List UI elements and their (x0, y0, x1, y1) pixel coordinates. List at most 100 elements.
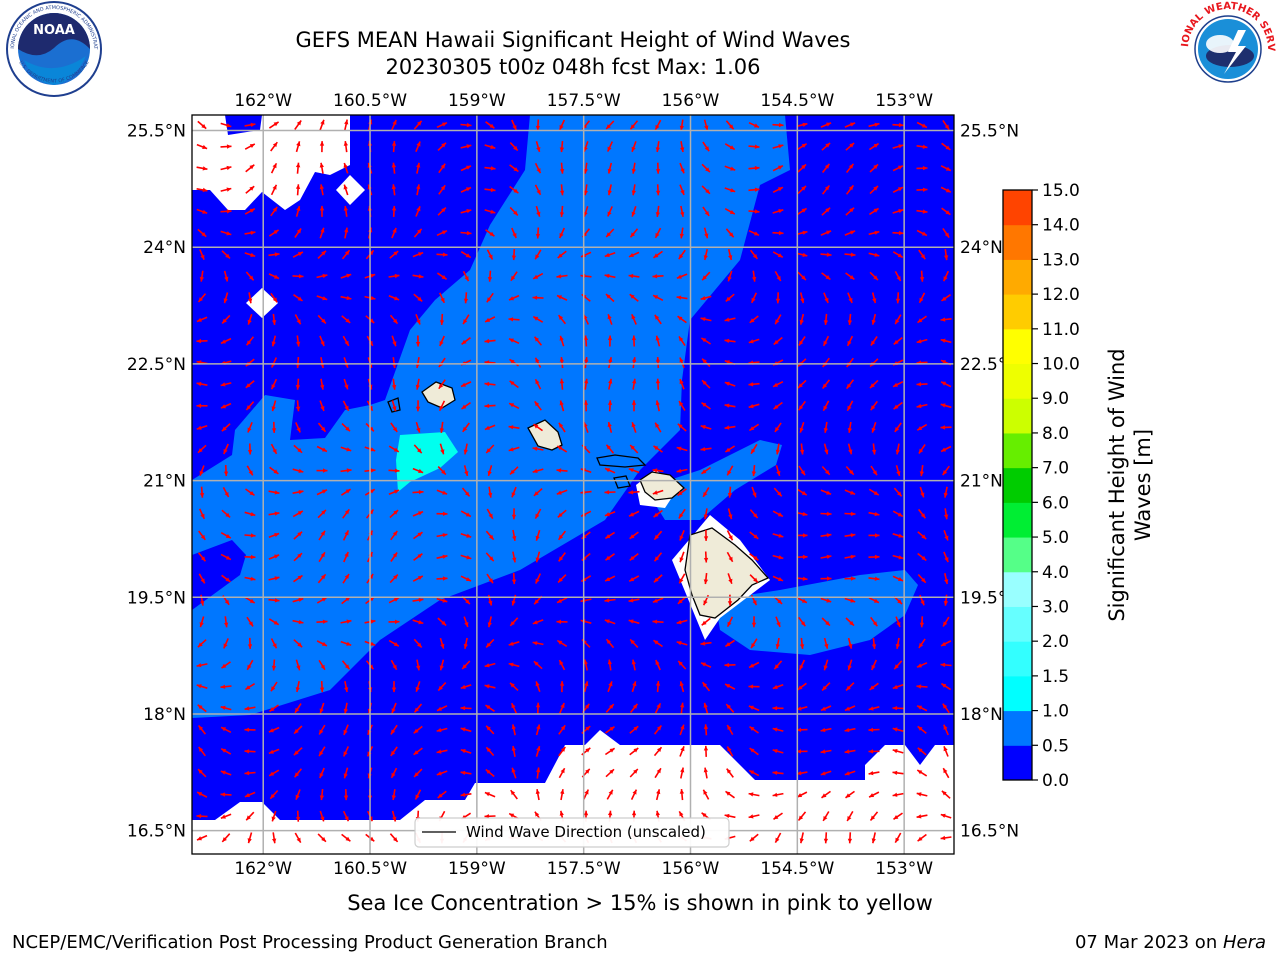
wave-arrow-head (560, 703, 565, 709)
wave-arrow-head (486, 747, 491, 753)
wave-arrow-head (559, 335, 564, 341)
wave-arrow-head (368, 574, 374, 579)
wave-arrow-head (629, 534, 635, 539)
wave-arrow-head (247, 644, 253, 649)
lon-label-bottom: 154.5°W (760, 859, 834, 879)
wave-arrow-head (606, 444, 611, 450)
wave-arrow-head (391, 708, 396, 714)
wave-arrow-head (605, 577, 611, 581)
wave-arrow-head (895, 449, 900, 455)
wave-arrow-head (874, 252, 880, 257)
wave-arrow-head (607, 146, 612, 152)
wave-arrow-head (822, 383, 828, 389)
wave-arrow-head (370, 273, 376, 278)
wave-arrow-head (604, 273, 610, 279)
lon-label-bottom: 160.5°W (333, 859, 407, 879)
wave-arrow-head (897, 512, 903, 517)
wave-arrow-head (845, 793, 851, 798)
wave-arrow-head (845, 706, 850, 711)
wave-arrow-head (850, 511, 856, 516)
map-title-line1: GEFS MEAN Hawaii Significant Height of W… (295, 28, 851, 52)
wave-arrow-head (320, 552, 325, 558)
wave-arrow-head (461, 339, 467, 345)
wave-arrow-head (920, 600, 925, 606)
wave-arrow-head (508, 641, 514, 646)
wave-arrow-head (802, 576, 808, 581)
wave-arrow-head (802, 252, 808, 257)
wave-arrow-head (489, 534, 494, 540)
wave-arrow-head (823, 340, 828, 346)
wave-arrow-head (270, 793, 275, 799)
wave-arrow-head (919, 622, 925, 628)
wave-arrow-head (416, 206, 421, 212)
wave-band-high (396, 432, 458, 492)
wave-arrow-head (512, 557, 517, 563)
wave-arrow-head (680, 724, 685, 730)
wave-arrow-head (511, 514, 517, 520)
wave-arrow-head (296, 319, 301, 325)
wave-arrow-head (825, 620, 830, 626)
wave-arrow-head (418, 597, 424, 603)
wave-arrow-head (393, 574, 398, 580)
wave-arrow-head (778, 122, 784, 128)
wave-arrow-head (417, 532, 423, 537)
wave-arrow-head (748, 705, 754, 710)
wave-arrow-head (773, 815, 779, 820)
wave-arrow-head (777, 512, 783, 517)
wave-arrow-head (508, 317, 514, 322)
wave-arrow-head (319, 162, 324, 168)
wave-arrow-head (727, 493, 733, 498)
wave-arrow-head (676, 446, 682, 451)
colorbar-swatch (1003, 467, 1032, 503)
wave-arrow-head (249, 275, 254, 281)
wave-arrow-head (655, 810, 660, 816)
wave-arrow-head (943, 492, 948, 498)
wave-arrow-head (897, 491, 902, 497)
wave-arrow-head (508, 447, 514, 452)
wave-arrow-head (749, 318, 755, 323)
wave-arrow-head (394, 273, 400, 279)
wave-arrow-head (775, 319, 780, 325)
wave-arrow-head (897, 165, 903, 170)
colorbar-tick-label: 12.0 (1042, 285, 1080, 305)
wave-arrow-head (703, 767, 708, 773)
wave-arrow-head (800, 298, 805, 304)
wave-arrow-head (945, 145, 951, 150)
wave-arrow-head (655, 212, 660, 217)
wave-arrow-head (703, 702, 708, 708)
wave-arrow-head (200, 600, 205, 606)
wave-arrow-head (752, 276, 757, 282)
wave-arrow-head (844, 771, 850, 776)
wave-arrow-head (295, 707, 300, 713)
wave-arrow-head (536, 724, 541, 730)
wave-arrow-head (679, 681, 684, 687)
wave-arrow-head (295, 184, 301, 189)
lat-label-right: 24°N (960, 238, 1003, 258)
wave-arrow-head (604, 490, 610, 495)
wave-arrow-head (824, 297, 829, 303)
wave-arrow-head (508, 662, 514, 667)
wave-arrow-head (849, 469, 854, 475)
wave-arrow-head (801, 598, 807, 603)
wave-arrow-head (778, 230, 784, 236)
wave-arrow-head (628, 490, 634, 495)
wave-arrow-head (273, 620, 279, 625)
wave-arrow-head (391, 687, 397, 693)
wave-arrow-head (727, 621, 732, 627)
wave-arrow-head (655, 378, 661, 384)
wave-arrow-head (583, 211, 588, 217)
wave-arrow-head (198, 769, 203, 774)
wave-arrow-head (655, 335, 660, 341)
wave-arrow-head (395, 619, 400, 624)
wave-arrow-head (679, 401, 684, 407)
wave-arrow-head (416, 665, 421, 671)
wave-arrow-head (652, 598, 658, 603)
wave-arrow-head (941, 641, 947, 646)
wave-arrow-head (484, 684, 490, 689)
wave-arrow-head (442, 230, 447, 235)
wave-arrow-head (606, 294, 611, 299)
wave-arrow-head (250, 533, 256, 538)
wave-arrow-head (298, 619, 304, 625)
wave-arrow-head (271, 816, 276, 822)
wave-arrow-head (917, 747, 923, 753)
